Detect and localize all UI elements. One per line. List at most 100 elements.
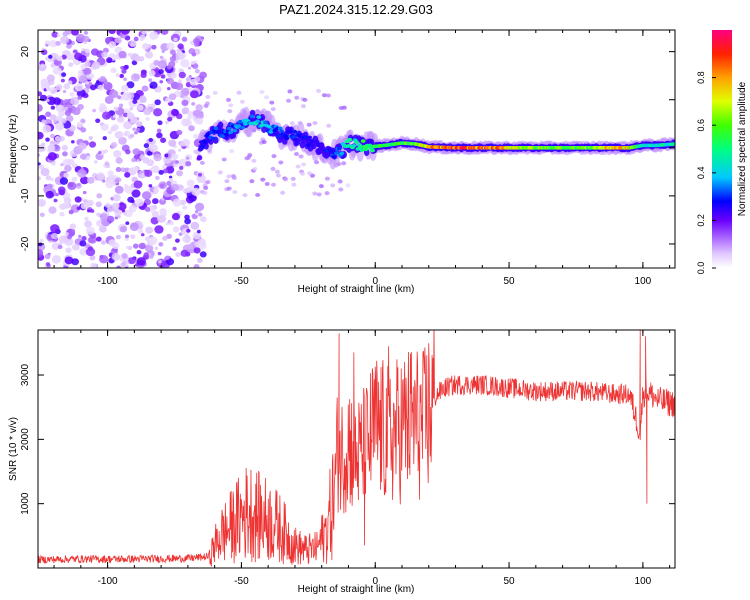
heatmap-noise-cell — [55, 84, 63, 91]
heatmap-noise-cell — [84, 61, 91, 67]
colorbar-tick-label: 0.6 — [696, 119, 706, 132]
heatmap-noise-cell — [95, 201, 102, 208]
heatmap-noise-cell — [50, 224, 60, 233]
heatmap-noise-cell — [128, 257, 136, 265]
heatmap-ridge-core — [328, 149, 334, 153]
heatmap-noise-cell — [71, 243, 80, 251]
heatmap-noise-cell — [148, 78, 153, 83]
heatmap-noise-cell — [180, 59, 190, 68]
heatmap-noise-cell — [148, 254, 154, 260]
heatmap-noise-cell — [119, 73, 125, 79]
heatmap-ridge-core — [213, 126, 219, 131]
heatmap-noise-cell — [41, 49, 48, 56]
heatmap-scatter-cell — [324, 191, 330, 196]
heatmap-noise-cell — [96, 212, 102, 217]
heatmap-noise-cell — [45, 86, 51, 91]
y-axis-top-tick-label: -20 — [20, 236, 31, 251]
heatmap-noise-cell — [120, 65, 125, 70]
heatmap-noise-cell — [159, 208, 167, 216]
heatmap-noise-cell — [104, 80, 108, 84]
heatmap-noise-cell — [139, 95, 147, 102]
heatmap-noise-cell — [186, 179, 195, 187]
heatmap-noise-cell — [85, 81, 90, 85]
heatmap-scatter-cell — [298, 154, 304, 159]
heatmap-noise-cell — [169, 178, 174, 183]
heatmap-noise-cell — [132, 99, 138, 104]
heatmap-noise-cell — [195, 117, 204, 125]
heatmap-noise-cell — [64, 256, 74, 265]
heatmap-noise-cell — [196, 155, 203, 161]
heatmap-ridge-core — [358, 145, 363, 149]
x-axis-bottom-tick-label: 0 — [372, 576, 378, 587]
heatmap-noise-cell — [129, 106, 134, 111]
heatmap-noise-cell — [78, 75, 88, 84]
heatmap-scatter-cell — [225, 97, 231, 102]
heatmap-noise-cell — [136, 121, 143, 127]
snr-panel: -100 -50 0 50 100 1000 2000 3000 Height of str… — [8, 329, 676, 595]
heatmap-noise-cell — [168, 139, 177, 147]
heatmap-noise-cell — [112, 202, 120, 210]
heatmap-scatter-cell — [280, 190, 286, 195]
heatmap-noise-cell — [144, 244, 154, 253]
heatmap-noise-cell — [56, 33, 61, 37]
heatmap-noise-cell — [80, 202, 89, 210]
heatmap-noise-cell — [151, 44, 157, 50]
heatmap-noise-cell — [108, 30, 116, 35]
heatmap-ridge-core — [200, 144, 206, 149]
heatmap-scatter-cell — [228, 103, 234, 108]
heatmap-noise-cell — [143, 143, 150, 149]
heatmap-noise-cell — [81, 47, 85, 52]
heatmap-noise-cell — [120, 30, 130, 35]
heatmap-noise-cell — [138, 224, 144, 229]
heatmap-noise-cell — [115, 234, 121, 240]
heatmap-scatter-cell — [264, 181, 270, 186]
heatmap-ridge-core — [325, 153, 331, 157]
heatmap-noise-cell — [142, 157, 150, 164]
heatmap-noise-cell — [97, 84, 104, 91]
heatmap-noise-cell — [184, 218, 192, 225]
heatmap-scatter-cell — [291, 182, 297, 187]
colorbar-gradient — [712, 30, 732, 268]
heatmap-scatter-cell — [274, 169, 280, 174]
heatmap-scatter-cell — [260, 177, 266, 182]
heatmap-noise-cell — [125, 245, 130, 249]
heatmap-noise-cell — [75, 33, 86, 43]
heatmap-noise-cell — [74, 196, 82, 203]
heatmap-noise-cell — [114, 216, 119, 220]
heatmap-noise-cell — [132, 127, 136, 131]
heatmap-noise-cell — [104, 161, 110, 166]
colorbar-ticks: 0.0 0.2 0.4 0.6 0.8 — [696, 71, 716, 274]
colorbar-label: Normalized spectral amplitude — [737, 81, 748, 216]
heatmap-noise-cell — [123, 121, 133, 130]
heatmap-noise-cell — [111, 252, 121, 261]
heatmap-noise-cell — [59, 211, 65, 217]
heatmap-ridge-core — [279, 129, 284, 133]
heatmap-noise-cell — [101, 51, 108, 58]
heatmap-noise-cell — [55, 115, 63, 122]
heatmap-noise-cell — [60, 163, 64, 167]
heatmap-scatter-cell — [203, 185, 209, 190]
heatmap-noise-cell — [53, 119, 58, 123]
heatmap-noise-cell — [185, 187, 192, 194]
heatmap-noise-cell — [179, 165, 184, 170]
heatmap-noise-cell — [157, 120, 163, 126]
heatmap-scatter-cell — [301, 162, 307, 167]
heatmap-noise-cell — [77, 69, 84, 76]
heatmap-noise-cell — [39, 94, 48, 102]
heatmap-ridge-core — [287, 129, 292, 134]
heatmap-noise-cell — [50, 105, 56, 110]
heatmap-noise-cell — [191, 102, 196, 106]
heatmap-scatter-cell — [275, 173, 281, 178]
y-axis-top-tick-label: 20 — [20, 46, 31, 58]
heatmap-noise-cell — [176, 170, 183, 177]
heatmap-noise-cell — [51, 31, 59, 38]
x-axis-bottom-tick-label: 50 — [503, 576, 515, 587]
heatmap-noise-cell — [88, 141, 97, 148]
heatmap-noise-cell — [157, 251, 162, 256]
heatmap-noise-cell — [96, 193, 103, 199]
figure-title: PAZ1.2024.315.12.29.G03 — [279, 2, 433, 17]
heatmap-ridge-core — [276, 134, 282, 138]
heatmap-noise-cell — [160, 137, 167, 143]
heatmap-noise-cell — [114, 178, 119, 183]
heatmap-noise-cell — [172, 198, 182, 207]
